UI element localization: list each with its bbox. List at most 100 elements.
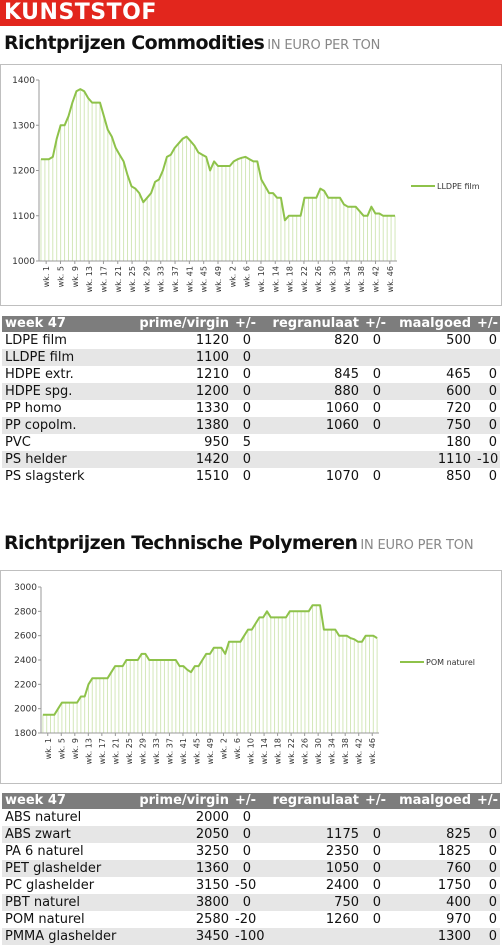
product-name-cell: PS slagsterk <box>2 468 124 485</box>
series-line <box>42 604 378 716</box>
price-cell: 0 <box>362 417 384 434</box>
price-cell: 1510 <box>124 468 232 485</box>
price-cell: 0 <box>474 826 500 843</box>
x-tick-label: wk. 30 <box>314 738 323 764</box>
x-tick-label: wk. 14 <box>260 738 269 764</box>
column-header: +/- <box>362 316 386 332</box>
section-subtitle: IN EURO PER TON <box>267 38 381 53</box>
x-tick-label: wk. 29 <box>142 266 151 292</box>
x-tick-label: wk. 1 <box>44 738 53 759</box>
column-header: prime/virgin <box>124 316 232 332</box>
x-tick-label: wk. 22 <box>300 266 309 292</box>
price-cell: -20 <box>232 911 256 928</box>
price-cell: 825 <box>384 826 474 843</box>
column-header: +/- <box>232 316 256 332</box>
price-cell: 845 <box>254 366 362 383</box>
table-row: LLDPE film 1100 0 <box>2 349 500 366</box>
y-tick-label: 1000 <box>12 257 35 267</box>
price-cell: 5 <box>232 434 254 451</box>
price-cell: 1210 <box>124 366 232 383</box>
price-cell <box>254 928 362 945</box>
price-cell: 0 <box>232 451 254 468</box>
price-table-commodities: week 47 prime/virgin +/- regranulaat +/- maal… <box>2 316 500 485</box>
y-tick-label: 1200 <box>12 167 35 177</box>
price-cell: 0 <box>362 894 384 911</box>
table-row: PC glashelder 3150 -50 2400 0 1750 0 <box>2 877 500 894</box>
x-tick-label: wk. 2 <box>220 738 229 759</box>
x-tick-label: wk. 14 <box>271 266 280 292</box>
price-cell: 3150 <box>124 877 232 894</box>
x-tick-label: wk. 37 <box>165 738 174 764</box>
price-cell: 1360 <box>124 860 232 877</box>
chart-commodities: 1000 1100 1200 1300 1400 wk. 1 wk. 5 wk. 9 wk. 1… <box>0 64 502 306</box>
column-header: maalgoed <box>384 316 474 332</box>
x-tick-label: wk. 18 <box>286 266 295 292</box>
x-tick-label: wk. 25 <box>125 738 134 764</box>
x-tick-label: wk. 49 <box>206 738 215 764</box>
price-cell: -100 <box>232 928 265 945</box>
product-name-cell: PS helder <box>2 451 124 468</box>
price-cell: 0 <box>362 826 384 843</box>
price-cell: 2050 <box>124 826 232 843</box>
product-name-cell: PA 6 naturel <box>2 843 124 860</box>
price-cell: 970 <box>384 911 474 928</box>
table-row: PVC 950 5 180 0 <box>2 434 500 451</box>
table-row: PP copolm. 1380 0 1060 0 750 0 <box>2 417 500 434</box>
price-cell: 760 <box>384 860 474 877</box>
price-cell: 0 <box>362 383 384 400</box>
price-cell: 1200 <box>124 383 232 400</box>
chart-technical: 1800 2000 2200 2400 2600 2800 3000 wk. 1 wk. 5 wk… <box>0 570 502 784</box>
y-tick-label: 2200 <box>14 680 37 690</box>
price-cell <box>362 928 384 945</box>
x-tick-label: wk. 46 <box>386 266 395 292</box>
x-tick-label: wk. 18 <box>274 738 283 764</box>
price-cell: 0 <box>474 860 500 877</box>
table-row: PS slagsterk 1510 0 1070 0 850 0 <box>2 468 500 485</box>
x-tick-label: wk. 30 <box>329 266 338 292</box>
product-name-cell: POM naturel <box>2 911 124 928</box>
price-cell <box>362 434 384 451</box>
x-tick-label: wk. 34 <box>328 738 337 764</box>
price-cell: 0 <box>474 400 500 417</box>
price-cell: 1060 <box>254 400 362 417</box>
product-name-cell: PVC <box>2 434 124 451</box>
y-tick-label: 2000 <box>14 705 37 715</box>
price-cell: 1070 <box>254 468 362 485</box>
price-cell: 0 <box>474 434 500 451</box>
x-tick-label: wk. 25 <box>128 266 137 292</box>
price-cell: 2580 <box>124 911 232 928</box>
x-tick-label: wk. 2 <box>228 266 237 287</box>
x-tick-label: wk. 42 <box>372 266 381 292</box>
price-cell: 3250 <box>124 843 232 860</box>
price-cell: 880 <box>254 383 362 400</box>
y-tick-label: 2800 <box>14 607 37 617</box>
y-tick-label: 1100 <box>12 212 35 222</box>
price-cell: 0 <box>474 894 500 911</box>
table-row: PMMA glashelder 3450 -100 1300 0 <box>2 928 500 945</box>
x-tick-label: wk. 1 <box>42 266 51 287</box>
x-tick-label: wk. 29 <box>138 738 147 764</box>
price-cell: 2000 <box>124 809 232 826</box>
price-cell: 0 <box>232 826 254 843</box>
price-cell: 0 <box>362 400 384 417</box>
column-header: maalgoed <box>384 793 474 809</box>
column-header: +/- <box>474 316 500 332</box>
section-heading-commodities: Richtprijzen Commodities IN EURO PER TON <box>4 32 380 54</box>
x-tick-label: wk. 13 <box>85 266 94 292</box>
price-cell <box>474 349 500 366</box>
price-cell <box>254 434 362 451</box>
price-table-technical: week 47 prime/virgin +/- regranulaat +/- maal… <box>2 793 500 945</box>
legend: LLDPE film <box>411 182 480 191</box>
x-tick-label: wk. 9 <box>71 738 80 759</box>
x-tick-label: wk. 33 <box>152 738 161 764</box>
price-cell: 1300 <box>384 928 474 945</box>
price-cell: 0 <box>232 860 254 877</box>
drop-lines <box>42 605 378 733</box>
x-tick-label: wk. 6 <box>243 266 252 287</box>
price-cell: 0 <box>232 894 254 911</box>
price-cell: -10 <box>474 451 500 468</box>
price-cell: 0 <box>474 417 500 434</box>
section-title: Richtprijzen Technische Polymeren <box>4 532 358 554</box>
price-cell: 1420 <box>124 451 232 468</box>
product-name-cell: LDPE film <box>2 332 124 349</box>
